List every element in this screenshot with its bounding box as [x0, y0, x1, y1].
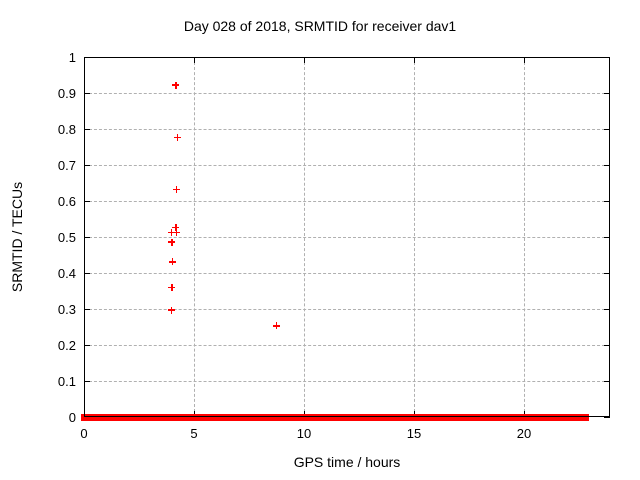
data-point-marker	[168, 228, 176, 236]
plot-area: 0 0.1 0.2 0.3 0.4 0.5 0.6 0.7 0.8 0.9 1 0 5 10 15 20	[58, 51, 610, 440]
gridline-horizontal	[84, 93, 610, 94]
y-tick-mark-right	[604, 165, 610, 166]
gridline-horizontal	[84, 165, 610, 166]
y-tick-mark	[84, 57, 90, 58]
y-tick-mark-right	[604, 273, 610, 274]
data-point-marker	[173, 229, 181, 237]
zero-value-band	[336, 413, 589, 421]
data-point-marker	[168, 258, 176, 266]
y-tick-label: 0.7	[57, 157, 76, 173]
y-tick-mark	[84, 129, 90, 130]
y-tick-mark	[84, 201, 90, 202]
y-tick-mark-right	[604, 57, 610, 58]
x-tick-label: 5	[190, 426, 198, 441]
y-tick-label: 0.6	[57, 193, 76, 209]
y-tick-label: 0.3	[57, 301, 76, 317]
gridline-horizontal	[84, 273, 610, 274]
gridline-horizontal	[84, 381, 610, 382]
gridline-horizontal	[84, 237, 610, 238]
x-tick-mark-top	[523, 57, 525, 63]
x-tick-label: 10	[296, 426, 312, 441]
data-point-marker	[172, 223, 180, 231]
gridline-horizontal	[84, 201, 610, 202]
y-tick-mark	[84, 273, 90, 274]
y-tick-mark-right	[604, 201, 610, 202]
y-tick-label: 0.1	[57, 373, 76, 389]
y-tick-label: 0.9	[57, 85, 76, 101]
y-tick-mark	[84, 345, 90, 346]
gridline-vertical	[413, 57, 415, 417]
y-tick-mark	[84, 93, 90, 94]
data-point-marker	[168, 283, 176, 291]
gridline-vertical	[523, 57, 525, 417]
y-tick-mark-right	[604, 237, 610, 238]
gridline-horizontal	[84, 309, 610, 310]
data-point-marker	[172, 81, 180, 89]
y-tick-mark-right	[604, 129, 610, 130]
x-tick-label: 0	[80, 426, 88, 441]
x-tick-label: 15	[406, 426, 422, 441]
y-tick-label: 0	[68, 409, 76, 425]
data-point-marker	[168, 306, 176, 314]
gridline-vertical	[193, 57, 195, 417]
x-tick-label: 20	[516, 426, 532, 441]
data-point-marker	[174, 133, 182, 141]
y-tick-mark-right	[604, 417, 610, 418]
zero-value-band	[81, 413, 179, 421]
x-axis-label: GPS time / hours	[293, 454, 401, 470]
gridline-horizontal	[84, 345, 610, 346]
zero-value-band	[174, 413, 340, 421]
y-tick-mark-right	[604, 93, 610, 94]
y-axis-label: SRMTID / TECUs	[9, 181, 25, 293]
y-tick-mark	[84, 309, 90, 310]
y-tick-mark-right	[604, 381, 610, 382]
gridline-horizontal	[84, 129, 610, 130]
x-tick-mark-top	[303, 57, 305, 63]
y-tick-label: 0.5	[57, 229, 76, 245]
y-tick-mark	[84, 165, 90, 166]
y-tick-label: 1	[68, 49, 76, 65]
data-point-marker	[273, 322, 281, 330]
data-point-marker	[173, 185, 181, 193]
x-tick-mark-top	[413, 57, 415, 63]
x-tick-mark-top	[193, 57, 195, 63]
y-tick-mark-right	[604, 345, 610, 346]
y-tick-label: 0.2	[57, 337, 76, 353]
chart-title: Day 028 of 2018, SRMTID for receiver dav…	[183, 18, 457, 34]
y-tick-mark	[84, 237, 90, 238]
y-tick-mark	[84, 381, 90, 382]
data-point-marker	[168, 238, 176, 246]
y-tick-label: 0.8	[57, 121, 76, 137]
y-tick-mark-right	[604, 309, 610, 310]
gridline-vertical	[303, 57, 305, 417]
y-tick-label: 0.4	[57, 265, 76, 281]
